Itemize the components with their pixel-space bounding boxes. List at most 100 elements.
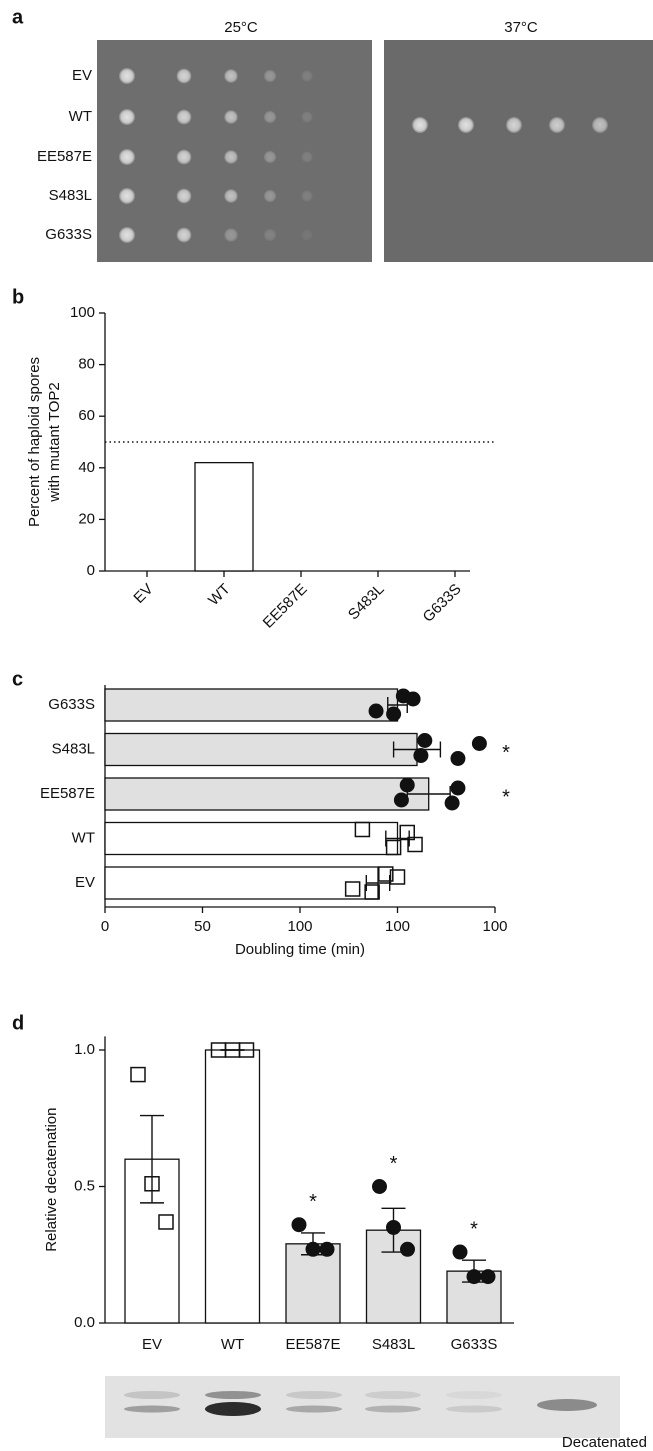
y-axis-title: with mutant TOP2 <box>46 382 63 503</box>
gel-label: Decatenated <box>562 1434 647 1451</box>
spot <box>263 150 277 164</box>
x-tick-label: EV <box>142 1336 162 1353</box>
temperature: 25°C <box>224 19 258 36</box>
data-point <box>238 1042 255 1058</box>
strain-label: G633S <box>45 226 92 243</box>
x-tick-label: 100 <box>482 918 507 935</box>
y-tick-label: 80 <box>78 356 95 373</box>
gel-band <box>446 1405 502 1413</box>
gel-band <box>286 1391 342 1399</box>
spot <box>176 68 192 84</box>
spot <box>458 117 474 133</box>
spot <box>176 149 192 165</box>
data-point <box>386 706 402 722</box>
x-tick-label: EE587E <box>285 1336 340 1353</box>
data-point <box>413 748 429 763</box>
data-point <box>450 780 466 796</box>
strain-label: EE587E <box>37 148 92 165</box>
spot <box>549 117 565 133</box>
gel <box>105 1376 620 1438</box>
strain-label: EV <box>72 67 92 84</box>
x-tick-label: EE587E <box>260 581 311 632</box>
data-point <box>319 1241 335 1257</box>
data-point <box>144 1176 160 1192</box>
data-point <box>378 866 394 882</box>
gel-band <box>205 1402 261 1416</box>
spot <box>263 228 277 242</box>
data-point <box>444 795 460 811</box>
y-tick-label: 100 <box>70 304 95 321</box>
data-point <box>450 751 466 766</box>
bar <box>104 732 418 767</box>
data-point <box>389 869 406 885</box>
data-point <box>393 792 409 808</box>
spot <box>592 117 608 133</box>
x-tick-label: WT <box>205 581 234 610</box>
significance: * <box>470 1218 478 1240</box>
spot <box>119 227 135 243</box>
data-point <box>480 1269 496 1285</box>
y-tick-label: EE587E <box>40 785 95 802</box>
bar <box>194 461 254 572</box>
spot <box>301 190 313 202</box>
gel-band <box>537 1399 597 1411</box>
gel-band <box>124 1391 180 1399</box>
spot <box>119 188 135 204</box>
spot <box>119 68 135 84</box>
y-tick-label: 0 <box>87 562 95 579</box>
gel-band <box>286 1405 342 1413</box>
gel-band <box>365 1405 421 1413</box>
data-point <box>400 1241 415 1257</box>
spot <box>506 117 522 133</box>
y-tick-label: 0.0 <box>74 1314 95 1331</box>
data-point <box>354 821 371 838</box>
strain-label: WT <box>69 108 92 125</box>
data-point <box>407 836 423 853</box>
data-point <box>471 736 487 751</box>
data-point <box>385 839 402 856</box>
spot <box>412 117 428 133</box>
strain-label: S483L <box>49 187 92 204</box>
data-point <box>399 777 415 793</box>
spot <box>301 70 313 82</box>
y-tick-label: S483L <box>52 740 95 757</box>
data-point <box>305 1241 321 1257</box>
data-point <box>130 1066 146 1083</box>
data-point <box>291 1217 307 1233</box>
spot <box>119 149 135 165</box>
data-point <box>399 824 415 841</box>
spot <box>119 109 135 125</box>
x-tick-label: S483L <box>345 581 388 624</box>
x-tick-label: G633S <box>451 1336 498 1353</box>
data-point <box>364 884 380 900</box>
data-point <box>417 733 433 748</box>
x-tick-label: 100 <box>385 918 410 935</box>
spot <box>224 110 238 124</box>
x-tick-label: WT <box>221 1336 244 1353</box>
spot <box>176 109 192 125</box>
y-axis-title: Percent of haploid spores <box>26 357 43 527</box>
gel-band <box>365 1391 421 1399</box>
x-tick-label: EV <box>130 581 156 607</box>
temperature: 37°C <box>504 19 538 36</box>
x-tick-label: 50 <box>194 918 211 935</box>
spot <box>263 110 277 124</box>
spot <box>176 188 192 204</box>
panel-label: c <box>12 668 23 690</box>
y-tick-label: WT <box>72 829 95 846</box>
spot <box>224 189 238 203</box>
x-tick-label: S483L <box>372 1336 415 1353</box>
gel-band <box>205 1391 261 1399</box>
significance: * <box>502 742 510 764</box>
data-point <box>368 703 384 719</box>
spot <box>176 227 192 243</box>
significance: * <box>502 786 510 808</box>
x-tick-label: 0 <box>101 918 109 935</box>
y-tick-label: 20 <box>78 510 95 527</box>
y-tick-label: 60 <box>78 407 95 424</box>
bar <box>104 777 430 811</box>
y-tick-label: EV <box>75 874 95 891</box>
spot <box>301 229 313 241</box>
y-tick-label: G633S <box>48 696 95 713</box>
